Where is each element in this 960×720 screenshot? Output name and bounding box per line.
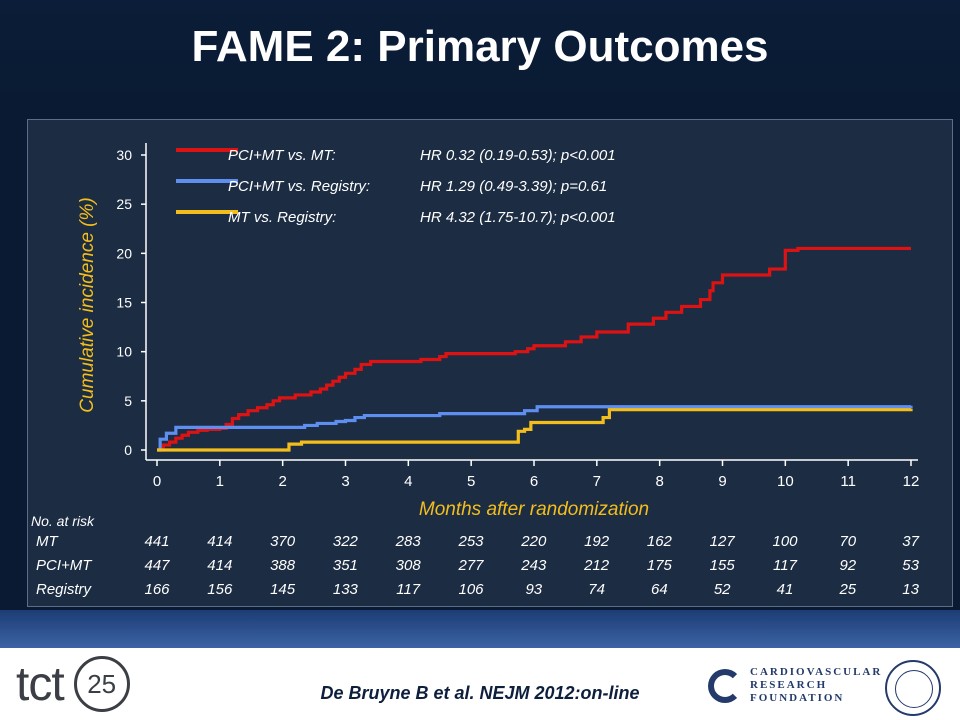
risk-value: 155 — [710, 557, 736, 574]
risk-row-label: PCI+MT — [36, 557, 93, 574]
y-tick-label: 25 — [116, 196, 132, 212]
risk-value: 243 — [520, 557, 547, 574]
y-tick-label: 20 — [116, 245, 132, 261]
x-tick-label: 11 — [840, 473, 856, 490]
curves — [157, 246, 913, 452]
legend-series-label: MT vs. Registry: — [228, 209, 336, 226]
x-tick-label: 6 — [530, 473, 538, 490]
risk-value: 277 — [457, 557, 484, 574]
risk-value: 145 — [270, 581, 296, 598]
x-tick-label: 8 — [655, 473, 663, 490]
y-tick-label: 10 — [116, 344, 132, 360]
chart-panel — [27, 119, 953, 607]
risk-value: 220 — [520, 533, 547, 550]
x-tick-label: 9 — [718, 473, 726, 490]
risk-value: 52 — [714, 581, 731, 598]
legend: PCI+MT vs. MT: HR 0.32 (0.19-0.53); p<0.0… — [176, 147, 616, 226]
citation: De Bruyne B et al. NEJM 2012:on-line — [320, 683, 640, 703]
footer-band — [0, 648, 960, 720]
risk-value: 212 — [583, 557, 610, 574]
risk-value: 37 — [902, 533, 919, 550]
legend-series-label: PCI+MT vs. Registry: — [228, 178, 370, 195]
risk-value: 117 — [396, 581, 421, 598]
risk-value: 74 — [588, 581, 605, 598]
risk-table-header: No. at risk — [31, 513, 95, 529]
y-tick-label: 5 — [124, 393, 132, 409]
x-tick-label: 10 — [777, 473, 794, 490]
risk-value: 175 — [647, 557, 673, 574]
risk-value: 447 — [144, 557, 170, 574]
crf-logo-icon — [708, 668, 742, 703]
y-axis-label: Cumulative incidence (%) — [77, 197, 98, 412]
society-seal-icon — [885, 660, 941, 716]
risk-value: 414 — [207, 557, 232, 574]
x-tick-label: 1 — [216, 473, 224, 490]
legend-stat-label: HR 0.32 (0.19-0.53); p<0.001 — [420, 147, 616, 164]
y-tick-label: 0 — [124, 442, 132, 458]
risk-value: 322 — [333, 533, 359, 550]
risk-value: 92 — [839, 557, 856, 574]
risk-value: 441 — [144, 533, 169, 550]
risk-value: 64 — [651, 581, 668, 598]
risk-value: 127 — [710, 533, 736, 550]
x-tick-label: 4 — [404, 473, 412, 490]
header-band: FAME 2: Primary Outcomes — [0, 0, 960, 115]
tct-logo-word: tct — [16, 657, 65, 711]
series-line-registry — [157, 408, 913, 452]
crf-line1: CARDIOVASCULAR — [750, 666, 883, 678]
risk-value: 70 — [839, 533, 856, 550]
crf-line2: RESEARCH — [750, 679, 828, 691]
risk-value: 414 — [207, 533, 232, 550]
risk-value: 106 — [458, 581, 484, 598]
tct-logo-number: 25 — [73, 656, 130, 712]
risk-value: 370 — [270, 533, 296, 550]
risk-value: 156 — [207, 581, 233, 598]
x-tick-label: 7 — [593, 473, 601, 490]
risk-value: 100 — [772, 533, 798, 550]
crf-logo-text: CARDIOVASCULAR RESEARCH FOUNDATION — [750, 666, 882, 705]
risk-value: 308 — [396, 557, 422, 574]
tct-logo: tct 25 — [16, 654, 130, 714]
risk-value: 133 — [333, 581, 359, 598]
series-line-mt — [157, 246, 911, 452]
x-tick-label: 12 — [903, 473, 920, 490]
risk-value: 93 — [525, 581, 542, 598]
crf-logo: CARDIOVASCULAR RESEARCH FOUNDATION — [708, 666, 882, 705]
risk-value: 192 — [584, 533, 610, 550]
risk-value: 351 — [333, 557, 358, 574]
legend-stat-label: HR 1.29 (0.49-3.39); p=0.61 — [420, 178, 607, 195]
x-axis-label: Months after randomization — [419, 499, 649, 520]
crf-line3: FOUNDATION — [750, 692, 845, 704]
risk-value: 162 — [647, 533, 673, 550]
risk-table: MT 441 414 370 322 283 253 220 192 162 127 100 70 37 P… — [36, 533, 920, 598]
risk-value: 283 — [395, 533, 422, 550]
risk-value: 388 — [270, 557, 296, 574]
x-tick-label: 0 — [153, 473, 161, 490]
risk-value: 13 — [902, 581, 919, 598]
x-tick-label: 5 — [467, 473, 475, 490]
y-tick-label: 15 — [116, 295, 132, 311]
risk-row-label: MT — [36, 533, 59, 550]
risk-value: 53 — [902, 557, 919, 574]
legend-series-label: PCI+MT vs. MT: — [228, 147, 336, 164]
x-tick-label: 2 — [278, 473, 286, 490]
risk-value: 41 — [777, 581, 794, 598]
x-tick-label: 3 — [341, 473, 349, 490]
legend-stat-label: HR 4.32 (1.75-10.7); p<0.001 — [420, 209, 616, 226]
series-line-pci-mt — [157, 405, 913, 452]
risk-row-label: Registry — [36, 581, 93, 598]
y-tick-label: 30 — [116, 147, 132, 163]
risk-value: 117 — [773, 557, 798, 574]
risk-value: 166 — [144, 581, 170, 598]
slide-title: FAME 2: Primary Outcomes — [191, 22, 769, 71]
risk-value: 253 — [457, 533, 484, 550]
risk-value: 25 — [838, 581, 856, 598]
